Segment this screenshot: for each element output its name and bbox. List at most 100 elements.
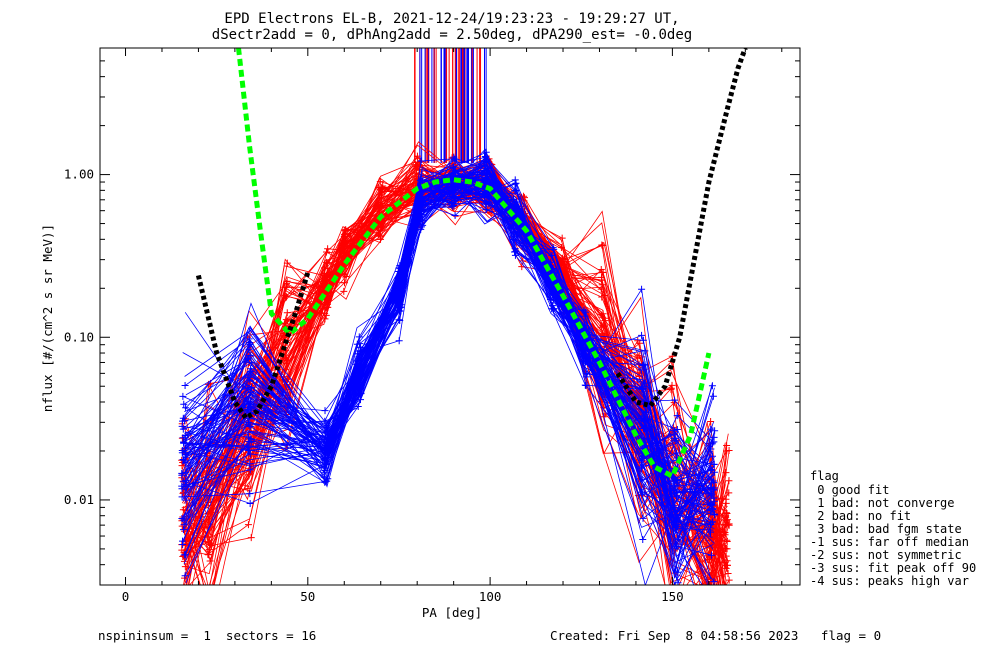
blue-series-plus-marker <box>321 417 329 425</box>
blue-series-plus-marker <box>322 477 330 485</box>
red-series-plus-marker <box>341 245 349 253</box>
red-series-plus-marker <box>283 359 291 367</box>
blue-series-plus-marker <box>322 423 330 431</box>
blue-series-plus-marker <box>246 460 254 468</box>
blue-series-plus-marker <box>670 427 678 435</box>
plot-area <box>178 48 748 585</box>
y-tick-label: 0.10 <box>64 329 94 344</box>
blue-series-plus-marker <box>674 579 682 585</box>
blue-series-trace-line <box>181 156 713 494</box>
blue-series-trace-line <box>184 168 713 495</box>
blue-series-plus-marker <box>511 248 519 256</box>
red-series-plus-marker <box>601 314 609 322</box>
blue-series-plus-marker <box>450 202 458 210</box>
blue-series-plus-marker <box>356 340 364 348</box>
blue-series-plus-marker <box>637 463 645 471</box>
blue-series-plus-marker <box>246 422 254 430</box>
legend-item: 0 good fit <box>810 483 889 497</box>
blue-series-plus-marker <box>451 212 459 220</box>
red-series-plus-marker <box>205 546 213 554</box>
blue-series-plus-marker <box>181 444 189 452</box>
blue-series-plus-marker <box>511 245 519 253</box>
blue-series-plus-marker <box>639 536 647 544</box>
red-series-plus-marker <box>178 522 186 530</box>
red-series-plus-marker <box>378 223 386 231</box>
red-series-plus-marker <box>721 520 729 528</box>
red-series-plus-marker <box>205 551 213 559</box>
x-tick-label: 150 <box>661 589 684 604</box>
blue-series-plus-marker <box>482 200 490 208</box>
black-fit-curve-left <box>195 271 311 422</box>
blue-series-plus-marker <box>674 568 682 576</box>
blue-series-plus-marker <box>246 339 254 347</box>
red-series-plus-marker <box>598 281 606 289</box>
red-series-plus-marker <box>598 293 606 301</box>
blue-series-plus-marker <box>710 486 718 494</box>
red-series-plus-marker <box>707 417 715 425</box>
red-series-plus-marker <box>723 545 731 553</box>
red-series-plus-marker <box>207 539 215 547</box>
blue-series-plus-marker <box>355 374 363 382</box>
blue-series-plus-marker <box>182 496 190 504</box>
blue-series-plus-marker <box>450 168 458 176</box>
blue-series-plus-marker <box>245 421 253 429</box>
red-series-plus-marker <box>520 192 528 200</box>
blue-series-plus-marker <box>710 494 718 502</box>
red-series-plus-marker <box>722 469 730 477</box>
footer-right: Created: Fri Sep 8 04:58:56 2023 flag = … <box>550 628 881 643</box>
x-tick-label: 100 <box>479 589 502 604</box>
blue-series-plus-marker <box>354 402 362 410</box>
blue-series-plus-marker <box>671 434 679 442</box>
red-series-plus-marker <box>244 521 252 529</box>
blue-series-plus-marker <box>397 282 405 290</box>
red-series-plus-marker <box>519 257 527 265</box>
legend-item: 1 bad: not converge <box>810 496 955 510</box>
blue-series-plus-marker <box>674 582 676 585</box>
blue-series-plus-marker <box>709 392 717 400</box>
blue-series-plus-marker <box>179 392 187 400</box>
blue-series-plus-marker <box>637 415 645 423</box>
blue-series-plus-marker <box>246 490 254 498</box>
legend-item: -2 sus: not symmetric <box>810 548 962 562</box>
blue-series-plus-marker <box>583 369 591 377</box>
blue-series-plus-marker <box>243 355 251 363</box>
blue-series-plus-marker <box>511 251 519 259</box>
red-series-plus-marker <box>725 477 733 485</box>
blue-series-plus-marker <box>673 426 681 434</box>
blue-series-plus-marker <box>710 460 718 468</box>
blue-series-plus-marker <box>246 450 254 458</box>
blue-series-plus-marker <box>245 442 253 450</box>
blue-series-plus-marker <box>181 382 189 390</box>
blue-series-plus-marker <box>638 331 646 339</box>
blue-series-plus-marker <box>707 528 715 536</box>
blue-series-plus-marker <box>582 353 590 361</box>
blue-series-plus-marker <box>674 535 682 543</box>
blue-series-plus-marker <box>709 505 717 513</box>
blue-series-plus-marker <box>451 182 459 190</box>
blue-series-plus-marker <box>357 389 365 397</box>
red-series-plus-marker <box>597 265 605 273</box>
blue-series-plus-marker <box>395 299 403 307</box>
blue-series-plus-marker <box>673 412 681 420</box>
blue-series-plus-marker <box>511 176 519 184</box>
blue-series-plus-marker <box>547 258 555 266</box>
blue-series-trace-line <box>184 195 712 550</box>
red-series-plus-marker <box>723 510 731 518</box>
blue-series-plus-marker <box>244 433 252 441</box>
red-series-plus-marker <box>725 576 733 584</box>
red-series-plus-marker <box>283 259 291 267</box>
red-series-plus-marker <box>375 230 383 238</box>
blue-series-plus-marker <box>638 490 646 498</box>
blue-series-plus-marker <box>178 482 186 490</box>
red-series-plus-marker <box>722 513 730 521</box>
legend-item: 3 bad: bad fgm state <box>810 522 962 536</box>
blue-series-plus-marker <box>672 489 680 497</box>
blue-series-plus-marker <box>672 542 680 550</box>
blue-series-plus-marker <box>178 493 186 501</box>
blue-series-plus-marker <box>181 451 189 459</box>
blue-series-trace-line <box>184 186 713 514</box>
red-series-plus-marker <box>283 309 291 317</box>
blue-series-plus-marker <box>709 452 717 460</box>
legend-title: flag <box>810 469 839 483</box>
